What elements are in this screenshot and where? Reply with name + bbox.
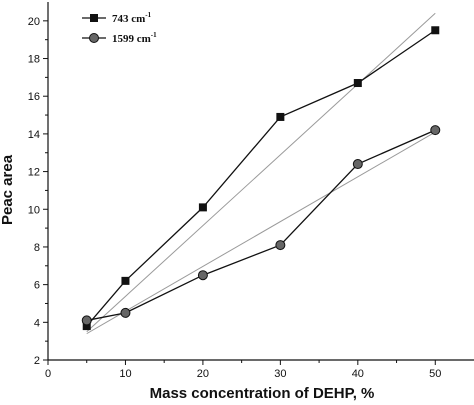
x-tick-label: 0	[45, 368, 51, 380]
series-line-2	[86, 129, 436, 322]
series-layer	[86, 29, 436, 327]
legend-label-series-2-name: 1599 cm	[112, 33, 151, 45]
legend-label-series-2-sup: -1	[151, 31, 157, 39]
data-point-series-1	[198, 203, 207, 212]
data-point-series-1	[82, 322, 91, 331]
y-tick-label: 18	[28, 54, 40, 66]
y-tick-label: 14	[28, 129, 40, 141]
y-tick-label: 6	[34, 280, 40, 292]
data-point-series-1	[276, 112, 285, 121]
data-point-series-1	[431, 26, 440, 35]
x-tick-label: 10	[119, 368, 131, 380]
x-tick-label: 20	[197, 368, 209, 380]
legend-marker-square	[90, 14, 98, 22]
series-line-1	[86, 29, 436, 327]
legend: 743 cm-1 1599 cm-1	[82, 11, 157, 45]
legend-label-series-1: 743 cm-1	[112, 11, 152, 25]
legend-label-series-2: 1599 cm-1	[112, 31, 157, 45]
y-tick-label: 16	[28, 91, 40, 103]
axes	[47, 2, 474, 361]
y-tick-label: 20	[28, 16, 40, 28]
y-axis-label: Peac area	[0, 154, 16, 225]
trendlines	[86, 12, 436, 335]
legend-label-series-1-sup: -1	[145, 11, 151, 19]
data-point-series-1	[353, 79, 362, 88]
y-tick-label: 8	[34, 242, 40, 254]
x-axis-label: Mass concentration of DEHP, %	[150, 385, 375, 402]
trendline-series-1	[86, 12, 436, 333]
legend-marker-circle	[89, 33, 99, 43]
y-tick-label: 4	[34, 317, 40, 329]
y-tick-label: 2	[34, 355, 40, 367]
data-point-series-1	[121, 276, 130, 285]
x-tick-label: 30	[274, 368, 286, 380]
y-axis-ticks: 2 4 6 8 10 12 14 16 18 20	[28, 16, 48, 367]
y-tick-label: 10	[28, 204, 40, 216]
markers	[81, 26, 441, 331]
data-point-series-2	[197, 270, 208, 281]
data-point-series-2	[275, 240, 286, 251]
trendline-series-2	[86, 131, 436, 335]
x-axis-ticks: 0 10 20 30 40 50	[45, 360, 441, 380]
data-point-series-2	[120, 307, 131, 318]
x-tick-label: 40	[352, 368, 364, 380]
y-tick-label: 12	[28, 167, 40, 179]
data-point-series-2	[430, 125, 441, 136]
x-tick-label: 50	[429, 368, 441, 380]
data-point-series-2	[81, 315, 92, 326]
legend-label-series-1-name: 743 cm	[112, 13, 145, 25]
data-point-series-2	[352, 159, 363, 170]
